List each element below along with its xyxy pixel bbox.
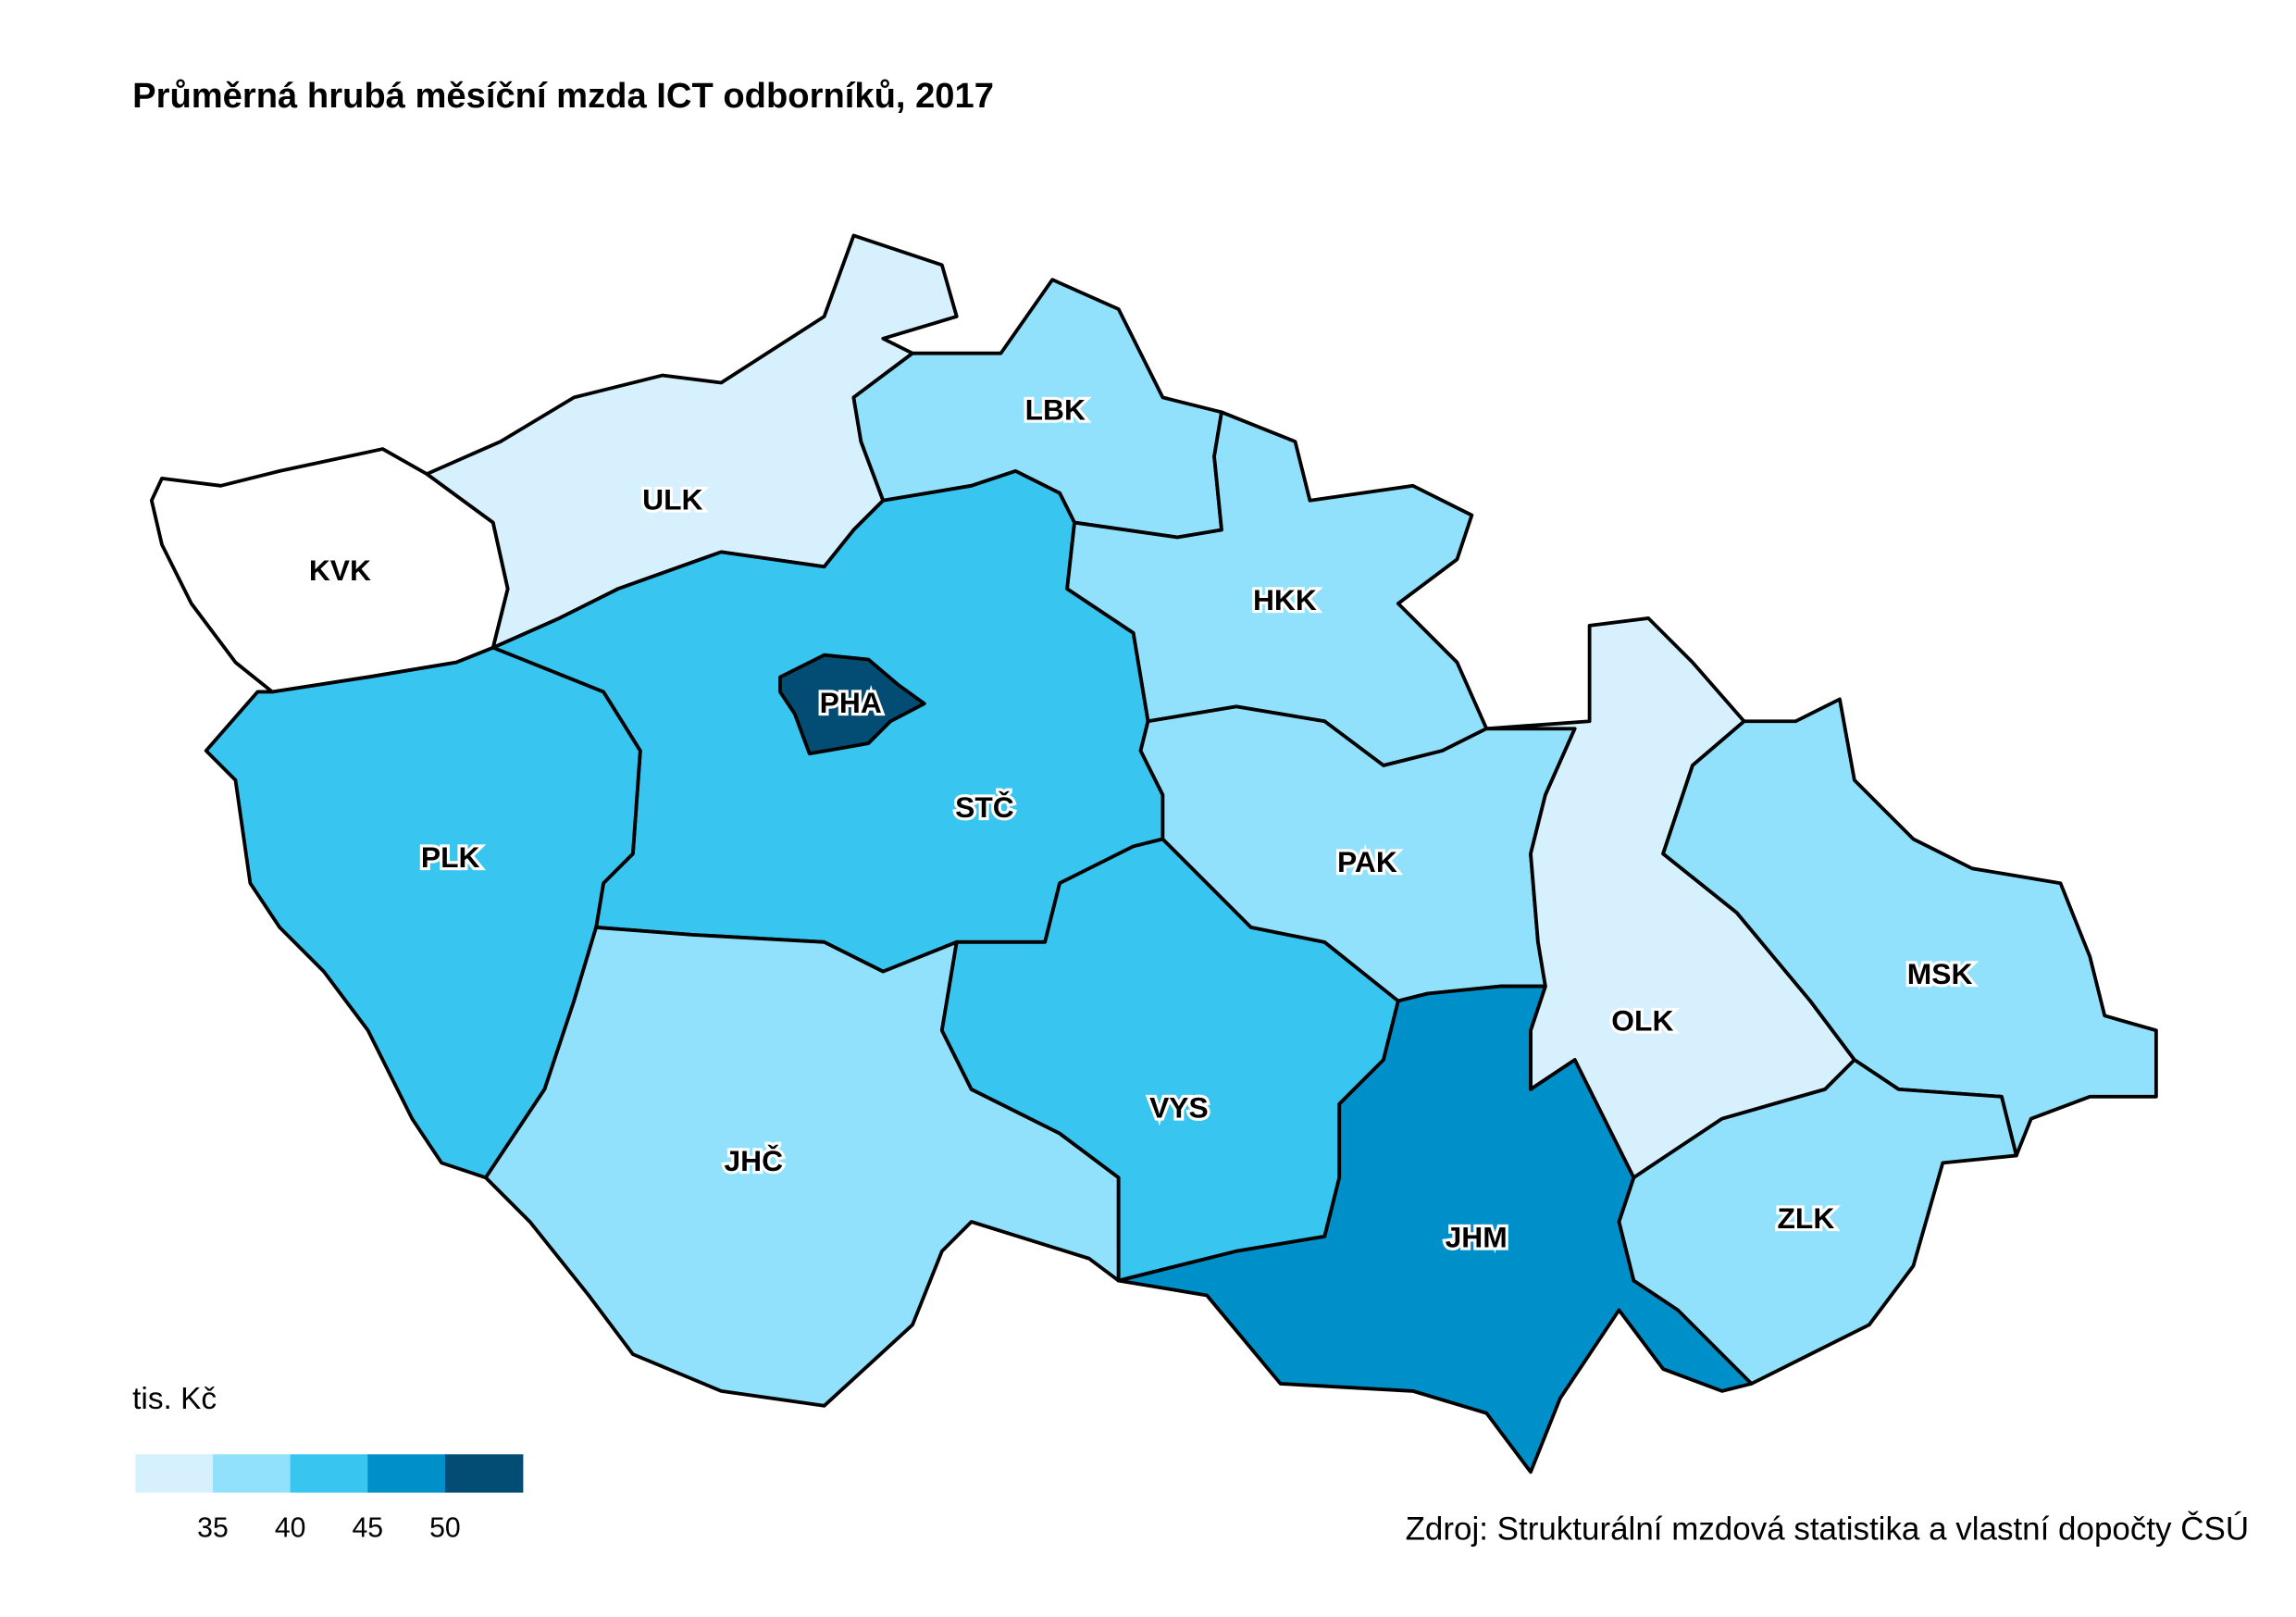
region-msk [1661,697,2158,1158]
source-note: Zdroj: Strukturální mzdová statistika a … [1406,1511,2249,1548]
region-label-zlk: ZLK [1777,1201,1834,1235]
legend-tick-label: 35 [197,1512,229,1543]
legend-swatch [290,1454,369,1493]
legend-tick-label: 45 [352,1512,383,1543]
region-pha [778,653,926,756]
regions-layer [149,233,2158,1474]
region-label-pha: PHA [820,686,882,719]
region-label-msk: MSK [1907,957,1973,990]
map-title: Průměrná hrubá měsíční mzda ICT odborník… [132,76,994,116]
legend-swatch [135,1454,214,1493]
region-jhm [1116,984,1754,1474]
region-label-vys: VYS [1149,1091,1209,1125]
region-label-kvk: KVK [309,554,371,587]
region-label-jhm: JHM [1446,1220,1508,1253]
region-label-jhč: JHČ [724,1144,783,1177]
legend-title: tis. Kč [132,1382,217,1416]
legend: 35 40 45 50 [135,1454,524,1543]
region-label-olk: OLK [1611,1004,1673,1038]
legend-swatch [367,1454,446,1493]
region-label-hkk: HKK [1253,583,1317,616]
region-label-pak: PAK [1337,845,1397,878]
region-label-ulk: ULK [642,483,702,516]
labels-layer: KVK ULK LBK HKK STČ PHA PLK JHČ VYS PAK OLK MSK ZLK J… [306,391,1976,1257]
legend-swatch [444,1454,524,1493]
legend-swatch [212,1454,292,1493]
region-label-stč: STČ [955,790,1014,824]
region-label-lbk: LBK [1025,393,1086,427]
legend-tick-label: 50 [429,1512,461,1543]
region-jhč [483,926,1121,1408]
legend-tick-label: 40 [275,1512,306,1543]
region-label-plk: PLK [421,840,480,874]
